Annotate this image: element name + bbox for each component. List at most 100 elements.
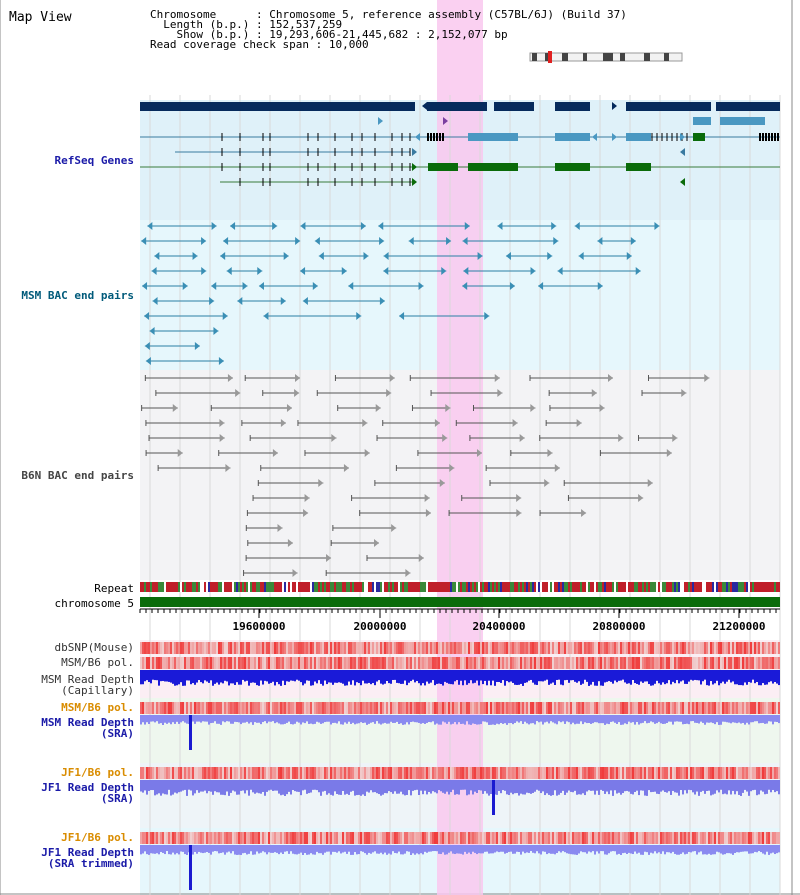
repeat-element <box>200 582 202 592</box>
polymorphism-cell <box>608 767 610 779</box>
jf1-depth-sra-bar <box>394 780 396 792</box>
msm-depth-sra-bar <box>204 715 206 722</box>
polymorphism-cell <box>426 832 428 844</box>
polymorphism-cell <box>778 657 780 669</box>
polymorphism-cell <box>496 657 498 669</box>
jf1-depth-sra-bar <box>358 780 360 795</box>
polymorphism-cell <box>358 832 360 844</box>
refseq-strand-arrow <box>592 133 597 141</box>
polymorphism-cell <box>694 642 696 654</box>
msm-depth-capillary-bar <box>584 670 586 680</box>
msm-depth-sra-bar <box>468 715 470 725</box>
jf1-depth-trimmed-bar <box>684 845 686 855</box>
polymorphism-cell <box>724 767 726 779</box>
jf1-depth-sra-bar <box>250 780 252 790</box>
polymorphism-cell <box>328 657 330 669</box>
polymorphism-cell <box>510 832 512 844</box>
polymorphism-cell <box>692 657 694 669</box>
polymorphism-cell <box>620 657 622 669</box>
msm-bac-end <box>379 237 385 245</box>
msm-depth-sra-bar <box>728 715 730 723</box>
msm-depth-sra-bar <box>622 715 624 725</box>
jf1-depth-sra-bar <box>552 780 554 796</box>
msm-depth-sra-bar <box>616 715 618 724</box>
msm-depth-capillary-bar <box>716 670 718 681</box>
polymorphism-cell <box>180 702 182 714</box>
jf1-depth-sra-bar <box>538 780 540 791</box>
jf1-depth-sra-bar <box>720 780 722 790</box>
polymorphism-cell <box>502 702 504 714</box>
polymorphism-cell <box>258 642 260 654</box>
polymorphism-cell <box>354 657 356 669</box>
msm-depth-sra-bar <box>146 715 148 723</box>
polymorphism-cell <box>244 657 246 669</box>
jf1-depth-trimmed-bar <box>286 845 288 852</box>
polymorphism-cell <box>702 832 704 844</box>
jf1-depth-sra-bar <box>568 780 570 791</box>
refseq-strand-arrow <box>443 117 448 125</box>
msm-depth-capillary-bar <box>500 670 502 683</box>
jf1-depth-sra-bar <box>664 780 666 793</box>
polymorphism-cell <box>532 767 534 779</box>
polymorphism-cell <box>286 832 288 844</box>
msm-bac-end <box>151 267 157 275</box>
track-label-b6n-bac[interactable]: B6N BAC end pairs <box>21 469 134 482</box>
polymorphism-cell <box>548 657 550 669</box>
polymorphism-cell <box>630 657 632 669</box>
polymorphism-cell <box>382 832 384 844</box>
repeat-element <box>630 582 632 592</box>
polymorphism-cell <box>542 767 544 779</box>
msm-bac-end <box>144 342 150 350</box>
track-label-msm-bac[interactable]: MSM BAC end pairs <box>21 289 134 302</box>
polymorphism-cell <box>534 642 536 654</box>
msm-depth-capillary-bar <box>158 670 160 686</box>
polymorphism-cell <box>678 832 680 844</box>
repeat-element <box>764 582 766 592</box>
msm-depth-sra-bar <box>674 715 676 722</box>
repeat-element <box>550 582 552 592</box>
polymorphism-cell <box>764 702 766 714</box>
polymorphism-cell <box>334 702 336 714</box>
polymorphism-cell <box>632 642 634 654</box>
jf1-depth-trimmed-bar <box>480 845 482 854</box>
msm-depth-sra-bar <box>480 715 482 725</box>
jf1-depth-trimmed-bar <box>528 845 530 853</box>
show-value: 19,293,606-21,445,682 : 2,152,077 bp <box>269 28 508 41</box>
msm-depth-capillary-bar <box>356 670 358 683</box>
polymorphism-cell <box>530 767 532 779</box>
polymorphism-cell <box>562 657 564 669</box>
polymorphism-cell <box>606 767 608 779</box>
polymorphism-cell <box>186 832 188 844</box>
msm-depth-sra-bar <box>290 715 292 725</box>
jf1-depth-sra-bar <box>702 780 704 791</box>
polymorphism-cell <box>326 642 328 654</box>
msm-depth-sra-bar <box>354 715 356 725</box>
polymorphism-cell <box>702 642 704 654</box>
msm-bac-end <box>280 297 286 305</box>
polymorphism-cell <box>742 657 744 669</box>
polymorphism-cell <box>304 642 306 654</box>
msm-depth-capillary-bar <box>164 670 166 682</box>
msm-bac-end <box>302 297 308 305</box>
polymorphism-cell <box>480 767 482 779</box>
polymorphism-cell <box>212 702 214 714</box>
polymorphism-cell <box>650 767 652 779</box>
jf1-depth-trimmed-bar <box>516 845 518 852</box>
polymorphism-cell <box>498 767 500 779</box>
polymorphism-cell <box>430 642 432 654</box>
polymorphism-cell <box>432 642 434 654</box>
ideogram-band <box>532 53 537 61</box>
polymorphism-cell <box>606 702 608 714</box>
polymorphism-cell <box>626 702 628 714</box>
polymorphism-cell <box>294 642 296 654</box>
jf1-depth-sra-bar <box>682 780 684 795</box>
jf1-depth-trimmed-bar <box>172 845 174 853</box>
msm-depth-capillary-bar <box>484 670 486 681</box>
repeat-element <box>730 582 732 592</box>
polymorphism-cell <box>178 642 180 654</box>
jf1-depth-sra-bar <box>674 780 676 793</box>
ideogram-position-marker <box>548 51 552 63</box>
track-label-refseq[interactable]: RefSeq Genes <box>54 154 134 167</box>
polymorphism-cell <box>520 657 522 669</box>
